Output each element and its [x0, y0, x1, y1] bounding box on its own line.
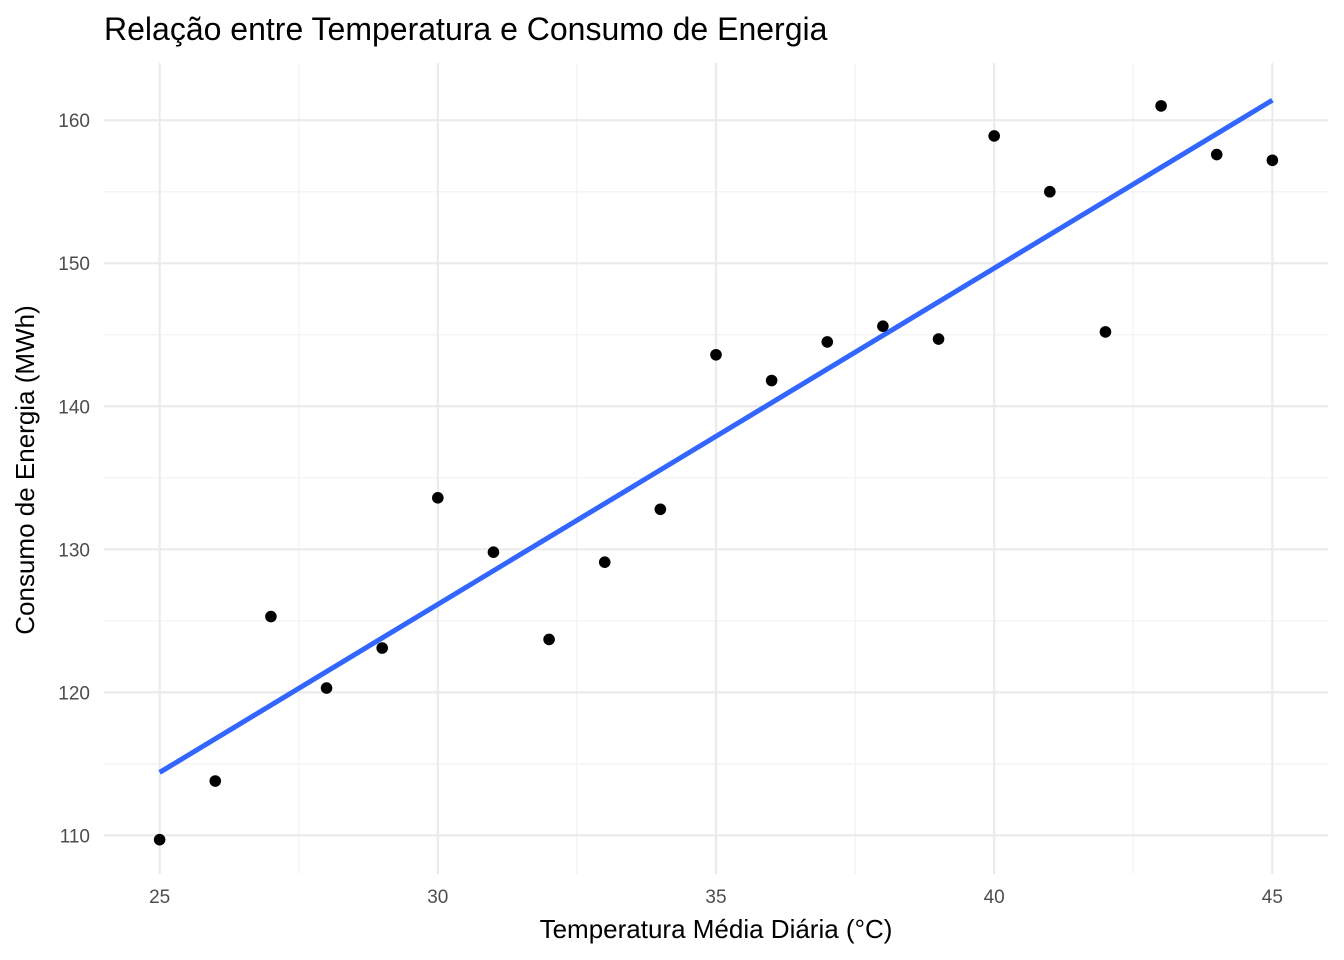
- data-point: [932, 333, 945, 345]
- chart-title: Relação entre Temperatura e Consumo de E…: [104, 11, 828, 47]
- data-point: [821, 336, 834, 348]
- data-point: [543, 633, 555, 646]
- data-point: [1099, 326, 1112, 338]
- data-point: [487, 546, 500, 558]
- data-point: [1155, 100, 1167, 112]
- y-axis-title: Consumo de Energia (MWh): [10, 305, 40, 634]
- data-point: [765, 374, 778, 387]
- data-point: [265, 610, 277, 623]
- data-point: [320, 682, 333, 694]
- data-point: [1266, 154, 1279, 167]
- data-point: [1210, 148, 1223, 161]
- grid: [104, 63, 1328, 874]
- trend-line: [158, 98, 1274, 775]
- data-point: [432, 492, 444, 504]
- x-tick-label: 30: [427, 887, 448, 908]
- data-point: [988, 130, 1000, 142]
- trend-line-group: [158, 98, 1274, 775]
- y-tick-label: 140: [58, 397, 90, 418]
- y-tick-label: 130: [58, 540, 90, 561]
- data-point: [376, 642, 388, 654]
- x-axis-title: Temperatura Média Diária (°C): [540, 914, 893, 944]
- data-point: [710, 348, 722, 361]
- data-point: [654, 503, 667, 516]
- data-point: [877, 320, 889, 332]
- y-tick-label: 120: [58, 683, 90, 704]
- x-tick-label: 35: [705, 887, 726, 908]
- x-tick-label: 40: [984, 887, 1005, 908]
- x-axis-ticks: 25 30 35 40 45: [149, 887, 1283, 908]
- data-point: [209, 775, 222, 787]
- x-tick-label: 45: [1262, 887, 1283, 908]
- y-axis-ticks: 110 120 130 140 150 160: [58, 111, 90, 847]
- y-tick-label: 160: [58, 111, 90, 132]
- y-tick-label: 150: [58, 254, 90, 275]
- y-tick-label: 110: [60, 826, 90, 847]
- data-point: [153, 833, 166, 846]
- x-tick-label: 25: [149, 887, 170, 908]
- data-point: [598, 556, 611, 568]
- points-group: [153, 100, 1279, 846]
- data-point: [1044, 185, 1056, 198]
